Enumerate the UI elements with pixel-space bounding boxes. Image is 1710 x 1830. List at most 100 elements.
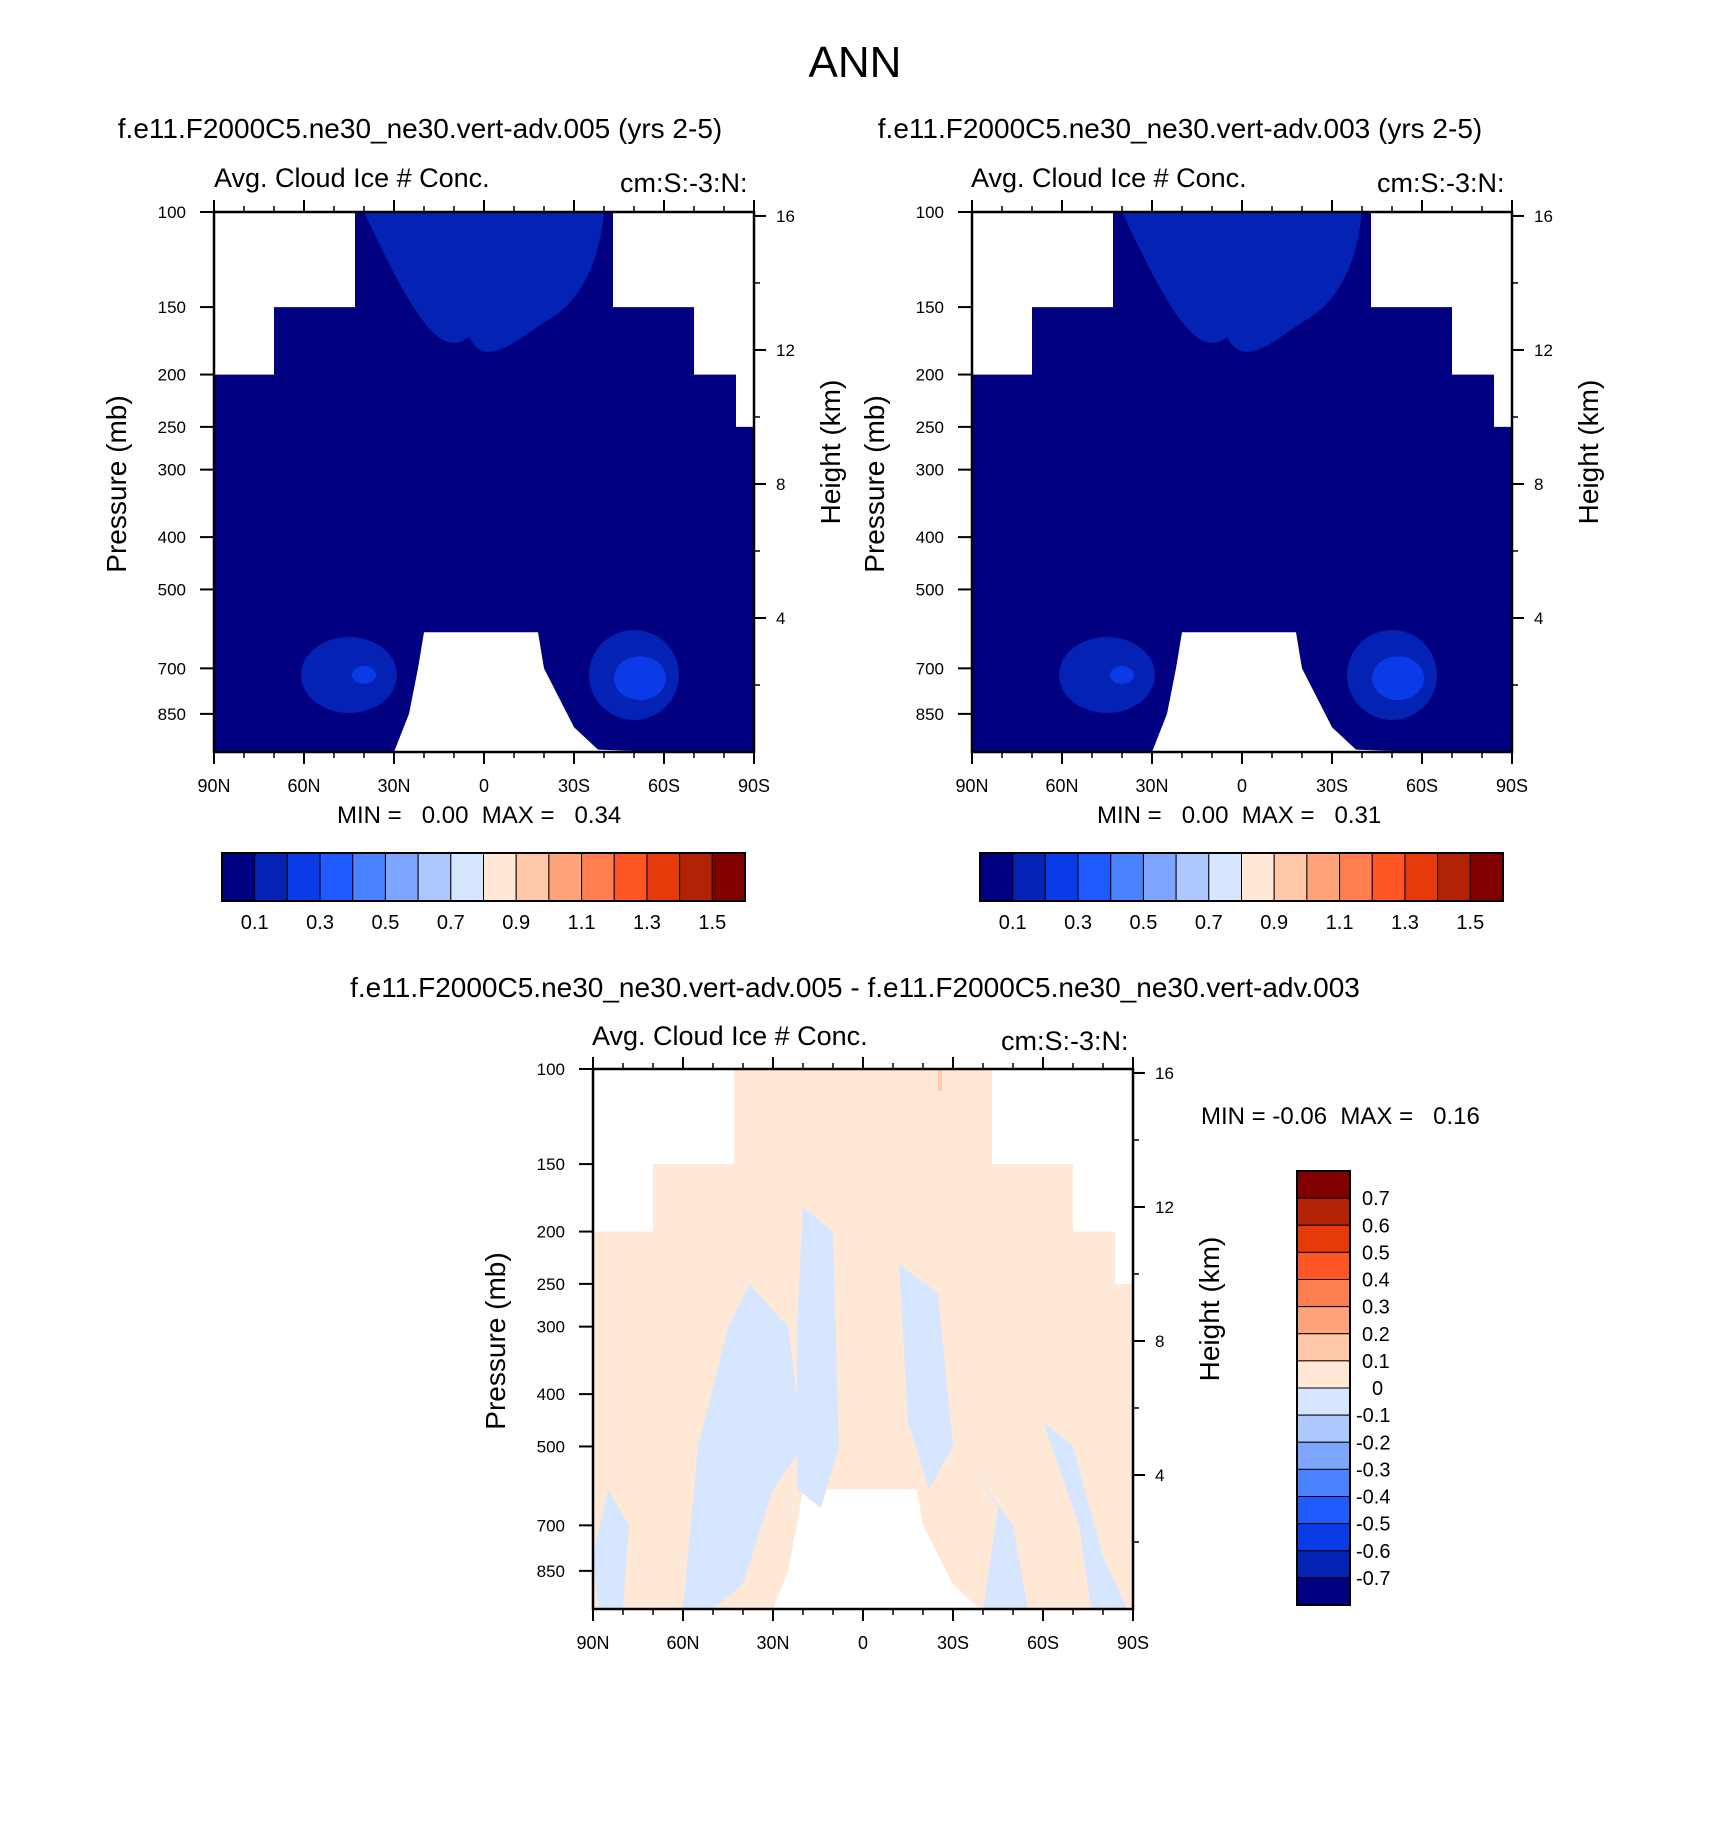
colorbar-label: 0.7 xyxy=(437,912,465,934)
colorbar-left: 0.1 0.3 0.5 0.7 0.9 1.1 1.3 1.5 xyxy=(221,852,746,934)
colorbar-label: 1.5 xyxy=(1456,912,1484,934)
y-tick-label-left: 400 xyxy=(158,528,186,547)
y-tick-label-right: 4 xyxy=(776,609,785,628)
colorbar-swatch xyxy=(1371,852,1406,902)
colorbar-swatch xyxy=(1044,852,1079,902)
colorbar-label: 1.1 xyxy=(568,912,596,934)
y-tick-label-left: 150 xyxy=(916,298,944,317)
y-tick-label-right: 8 xyxy=(1534,475,1543,494)
diff-min-value: -0.06 xyxy=(1272,1103,1328,1130)
upper-tropics-region xyxy=(364,212,604,352)
x-tick-label: 90S xyxy=(738,776,770,796)
field-region xyxy=(214,212,754,752)
y-tick-label-right: 12 xyxy=(1534,341,1553,360)
x-tick-label: 60S xyxy=(648,776,680,796)
y-tick-label-left: 200 xyxy=(158,366,186,385)
colorbar-swatch xyxy=(613,852,648,902)
nh-midlat-core xyxy=(1110,665,1134,684)
colorbar-label: 0.9 xyxy=(1260,912,1288,934)
y-tick-label-left: 250 xyxy=(916,418,944,437)
right-panel-variable-label: Avg. Cloud Ice # Conc. xyxy=(971,163,1247,193)
colorbar-swatch xyxy=(319,852,354,902)
y-tick-label-left: 250 xyxy=(537,1275,565,1294)
y-tick-label-left: 850 xyxy=(158,705,186,724)
colorbar-label: 0.3 xyxy=(1064,912,1092,934)
colorbar-swatch xyxy=(1296,1170,1351,1199)
colorbar-label: 0.5 xyxy=(1362,1242,1390,1264)
colorbar-swatch xyxy=(1296,1523,1351,1552)
y-tick-label-right: 4 xyxy=(1534,609,1543,628)
y-tick-label-left: 200 xyxy=(537,1223,565,1242)
x-tick-label: 30S xyxy=(1316,776,1348,796)
colorbar-label: 1.3 xyxy=(1391,912,1419,934)
colorbar-label: 1.3 xyxy=(633,912,661,934)
colorbar-label: 0.1 xyxy=(999,912,1027,934)
right-max-value: 0.31 xyxy=(1334,802,1382,829)
colorbar-swatch xyxy=(1296,1306,1351,1335)
x-tick-label: 90N xyxy=(197,776,230,796)
colorbar-swatch xyxy=(1296,1333,1351,1362)
colorbar-label: 1.1 xyxy=(1326,912,1354,934)
diff-max-value: 0.16 xyxy=(1433,1103,1480,1130)
colorbar-label: 0.6 xyxy=(1362,1215,1390,1237)
colorbar-label: 0.4 xyxy=(1362,1270,1390,1292)
colorbar-swatch xyxy=(1296,1550,1351,1579)
y-tick-label-left: 400 xyxy=(916,528,944,547)
left-max-value: 0.34 xyxy=(574,802,622,829)
contour-field-diff xyxy=(593,1069,1133,1609)
colorbar-label: 0.7 xyxy=(1195,912,1223,934)
y-tick-label-left: 150 xyxy=(537,1155,565,1174)
x-tick-label: 90N xyxy=(576,1633,609,1653)
colorbar-label: 0.2 xyxy=(1362,1324,1390,1346)
colorbar-swatch xyxy=(1273,852,1308,902)
y-tick-label-right: 12 xyxy=(776,341,795,360)
colorbar-swatch xyxy=(1175,852,1210,902)
nh-midlat-region xyxy=(1059,636,1155,713)
x-tick-label: 60N xyxy=(1045,776,1078,796)
y-tick-label-left: 100 xyxy=(158,203,186,222)
y-tick-label-left: 200 xyxy=(916,366,944,385)
colorbar-swatch xyxy=(286,852,321,902)
right-min-label: MIN = xyxy=(1097,802,1162,829)
colorbar-swatch xyxy=(646,852,681,902)
sh-midlat-core xyxy=(1372,656,1424,701)
colorbar-label: 0.3 xyxy=(1362,1297,1390,1319)
colorbar-swatch xyxy=(221,852,256,902)
colorbar-swatch xyxy=(254,852,288,902)
y-tick-label-right: 16 xyxy=(1155,1064,1174,1083)
y-axis-label-right: Height (km) xyxy=(815,380,846,525)
left-min-label: MIN = xyxy=(337,802,402,829)
colorbar-swatch xyxy=(1110,852,1144,902)
x-tick-label: 60S xyxy=(1406,776,1438,796)
colorbar-swatch xyxy=(450,852,484,902)
y-tick-label-left: 150 xyxy=(158,298,186,317)
colorbar-label: 0 xyxy=(1372,1378,1383,1400)
colorbar-label: 0.9 xyxy=(502,912,530,934)
sh-midlat-core xyxy=(614,656,666,701)
right-panel-minmax: MIN = 0.00 MAX = 0.31 xyxy=(1097,802,1381,830)
diff-panel-units-label: cm:S:-3:N: xyxy=(1001,1026,1129,1056)
colorbar-label: 0.1 xyxy=(1362,1351,1390,1373)
x-tick-label: 90S xyxy=(1496,776,1528,796)
colorbar-swatch xyxy=(1296,1577,1351,1606)
left-panel-title: f.e11.F2000C5.ne30_ne30.vert-adv.005 (yr… xyxy=(117,113,723,144)
x-tick-label: 0 xyxy=(479,776,489,796)
colorbar-diff: 0.7 0.6 0.5 0.4 0.3 0.2 0.1 0 -0.1 -0.2 -0.3 -0.4 -0… xyxy=(1296,1170,1390,1606)
field-region xyxy=(972,212,1512,752)
colorbar-swatch xyxy=(1296,1251,1351,1280)
y-tick-label-left: 100 xyxy=(916,203,944,222)
colorbar-swatch xyxy=(1469,852,1504,902)
negative-diff-region xyxy=(683,1283,803,1609)
y-tick-label-left: 500 xyxy=(158,580,186,599)
x-tick-label: 30N xyxy=(1135,776,1168,796)
upper-tropics-region xyxy=(1122,212,1362,352)
figure-title: ANN xyxy=(808,38,902,87)
colorbar-swatch xyxy=(1296,1496,1351,1525)
left-panel-units-label: cm:S:-3:N: xyxy=(620,168,748,198)
colorbar-swatch xyxy=(1208,852,1242,902)
y-tick-label-right: 8 xyxy=(1155,1332,1164,1351)
left-panel-variable-label: Avg. Cloud Ice # Conc. xyxy=(214,163,490,193)
colorbar-swatch xyxy=(1306,852,1341,902)
x-tick-label: 60N xyxy=(287,776,320,796)
nh-midlat-region xyxy=(301,636,397,713)
